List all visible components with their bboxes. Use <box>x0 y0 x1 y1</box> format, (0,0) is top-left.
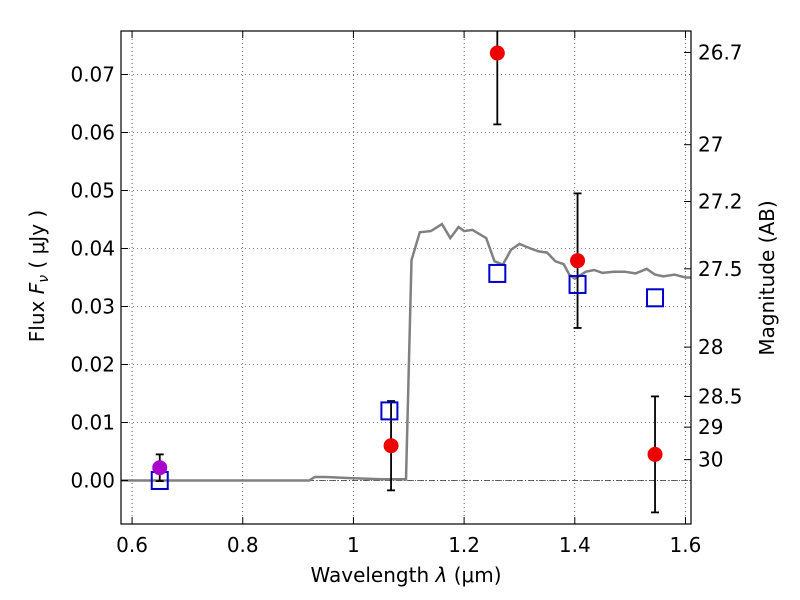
x-axis-title-symbol: λ <box>435 563 448 587</box>
y2-tick-label: 29 <box>698 415 723 439</box>
model-square-marker <box>568 274 587 294</box>
y-axis-title-symbol: F <box>25 282 49 294</box>
y-tick-label: 0.04 <box>70 237 115 261</box>
y2-tick-label: 28.5 <box>698 384 743 408</box>
y2-tick-label: 26.7 <box>698 40 743 64</box>
plot-frame <box>120 30 692 525</box>
y2-tick-label: 27.5 <box>698 257 743 281</box>
y-tick-label: 0.00 <box>70 469 115 493</box>
y-tick-label: 0.07 <box>70 63 115 87</box>
x-tick-label: 1.6 <box>670 533 702 557</box>
y2-tick-label: 27 <box>698 133 723 157</box>
y-tick-label: 0.03 <box>70 295 115 319</box>
model-square-marker <box>646 288 665 308</box>
y-tick-label: 0.01 <box>70 411 115 435</box>
observed-flux-marker <box>383 438 399 454</box>
x-axis-title: Wavelength λ (μm) <box>310 563 501 587</box>
y2-tick-label: 28 <box>698 335 723 359</box>
model-square-marker <box>488 263 507 283</box>
x-axis-title-unit: (μm) <box>454 563 502 587</box>
observed-flux-marker <box>489 45 505 61</box>
y-axis-title-unit: ( μJy ) <box>25 210 49 269</box>
y-tick-label: 0.05 <box>70 179 115 203</box>
y-axis-title-prefix: Flux <box>25 300 49 342</box>
x-tick-label: 1.2 <box>448 533 480 557</box>
y2-axis-title: Magnitude (AB) <box>755 200 779 355</box>
y-tick-label: 0.06 <box>70 121 115 145</box>
y-tick-label: 0.02 <box>70 353 115 377</box>
y-axis-title: Flux Fν ( μJy ) <box>25 210 52 342</box>
y2-tick-label: 30 <box>698 448 723 472</box>
observed-flux-marker <box>570 253 586 269</box>
x-tick-label: 1.4 <box>559 533 591 557</box>
x-tick-label: 1 <box>347 533 360 557</box>
y2-tick-label: 27.2 <box>698 190 743 214</box>
y-axis-title-subscript: ν <box>36 275 52 283</box>
observed-flux-marker <box>152 460 168 476</box>
observed-flux-marker <box>647 446 663 462</box>
spectrum-line <box>121 222 691 482</box>
x-tick-label: 0.6 <box>116 533 148 557</box>
model-square-marker <box>380 401 399 421</box>
x-tick-label: 0.8 <box>227 533 259 557</box>
series-layer <box>121 31 691 514</box>
ticks: 0.6 0.8 1 1.2 1.4 1.6 0.00 0.01 0.02 0.03 0.04 0.05… <box>70 31 743 557</box>
x-axis-title-prefix: Wavelength <box>310 563 429 587</box>
